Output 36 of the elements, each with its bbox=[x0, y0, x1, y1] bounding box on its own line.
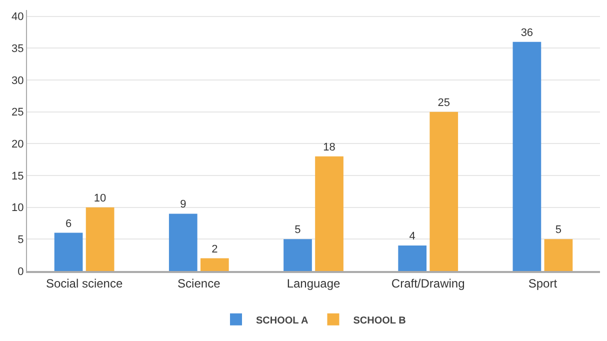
y-tick-label: 15 bbox=[12, 170, 24, 182]
y-tick-label: 10 bbox=[12, 202, 24, 214]
bar bbox=[168, 214, 198, 271]
bar bbox=[315, 156, 344, 271]
bar bbox=[54, 232, 83, 271]
data-label: 36 bbox=[520, 26, 534, 39]
data-label: 4 bbox=[409, 230, 416, 243]
x-tick-label: Social science bbox=[46, 276, 123, 290]
data-label: 25 bbox=[438, 96, 450, 109]
x-tick-label: Language bbox=[286, 276, 341, 290]
data-label: 6 bbox=[65, 218, 72, 230]
bar bbox=[512, 42, 542, 271]
y-tick-label: 30 bbox=[12, 74, 24, 87]
y-tick-label: 5 bbox=[18, 234, 24, 246]
legend-label: SCHOOL B bbox=[353, 315, 406, 326]
y-tick-label: 40 bbox=[12, 11, 24, 24]
bar bbox=[284, 239, 312, 271]
legend-label: SCHOOL A bbox=[256, 315, 308, 326]
bar bbox=[200, 258, 229, 271]
x-tick-label: Sport bbox=[528, 276, 558, 290]
y-tick-label: 35 bbox=[12, 43, 24, 56]
data-label: 10 bbox=[94, 192, 106, 204]
x-tick-label: Science bbox=[178, 276, 221, 290]
data-label: 2 bbox=[212, 243, 218, 256]
y-tick-label: 25 bbox=[12, 106, 24, 119]
y-tick-label: 20 bbox=[12, 138, 24, 151]
data-label: 18 bbox=[323, 141, 336, 154]
y-tick-label: 0 bbox=[18, 266, 24, 278]
data-label: 5 bbox=[555, 224, 562, 236]
bar bbox=[398, 246, 427, 271]
data-label: 9 bbox=[180, 198, 186, 211]
x-tick-label: Craft/Drawing bbox=[391, 276, 465, 290]
bar bbox=[544, 239, 573, 271]
bar bbox=[86, 207, 114, 271]
data-label: 5 bbox=[294, 224, 301, 236]
bar bbox=[430, 112, 458, 271]
